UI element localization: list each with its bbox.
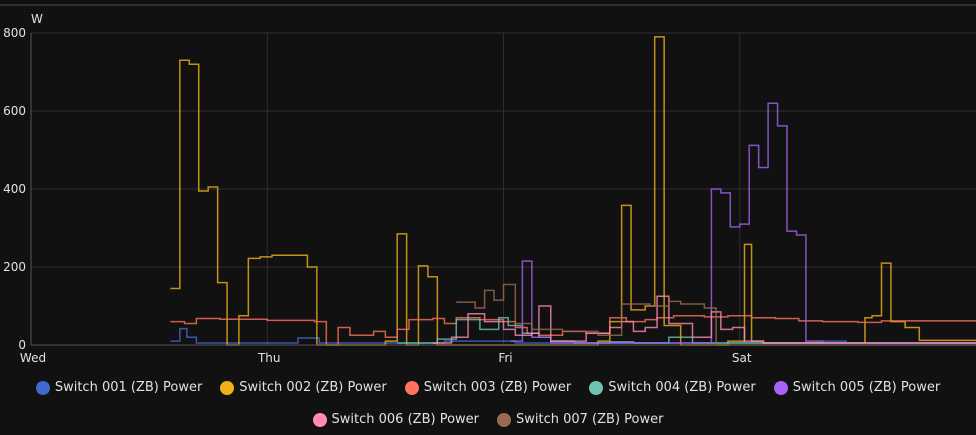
legend-item[interactable]: Switch 001 (ZB) Power <box>35 380 203 395</box>
y-axis-unit: W <box>31 12 43 26</box>
legend-swatch <box>404 380 419 395</box>
legend-item[interactable]: Switch 005 (ZB) Power <box>773 380 941 395</box>
legend-swatch <box>220 380 235 395</box>
legend-swatch <box>35 380 50 395</box>
series-line-7 <box>456 283 976 346</box>
legend-item[interactable]: Switch 006 (ZB) Power <box>312 412 479 427</box>
x-tick-label: Sat <box>732 351 752 365</box>
x-tick-label: Fri <box>498 351 512 365</box>
legend-label: Switch 007 (ZB) Power <box>516 412 664 427</box>
y-tick-label: 400 <box>3 182 26 196</box>
legend-item[interactable]: Switch 007 (ZB) Power <box>497 412 663 427</box>
legend-row-1: Switch 001 (ZB) Power Switch 002 (ZB) Pow… <box>0 380 976 395</box>
legend-row-2: Switch 006 (ZB) Power Switch 007 (ZB) Pow… <box>0 412 976 427</box>
legend-swatch <box>497 412 511 427</box>
legend-label: Switch 001 (ZB) Power <box>54 380 203 395</box>
history-chart[interactable]: 0 200 400 600 800 Wed Thu Fri Sat W <box>0 0 976 370</box>
x-tick-label: Wed <box>20 351 46 365</box>
legend-swatch <box>773 380 788 395</box>
series-layer <box>170 36 976 346</box>
legend-item[interactable]: Switch 004 (ZB) Power <box>589 380 756 395</box>
legend-label: Switch 004 (ZB) Power <box>608 380 756 395</box>
y-tick-label: 200 <box>3 260 26 274</box>
legend-label: Switch 005 (ZB) Power <box>792 380 941 395</box>
series-line-3 <box>170 315 976 346</box>
y-tick-label: 0 <box>18 338 26 352</box>
series-line-5 <box>510 102 976 344</box>
y-tick-label: 600 <box>3 104 26 118</box>
series-line-6 <box>432 295 976 344</box>
axes: 0 200 400 600 800 Wed Thu Fri Sat W <box>3 12 976 365</box>
legend-swatch <box>589 380 604 395</box>
legend-item[interactable]: Switch 002 (ZB) Power <box>220 380 387 395</box>
y-tick-label: 800 <box>3 26 26 40</box>
x-tick-label: Thu <box>257 351 281 365</box>
legend-label: Switch 003 (ZB) Power <box>423 380 572 395</box>
legend-swatch <box>312 412 327 427</box>
top-divider <box>0 4 976 6</box>
series-line-2 <box>170 36 976 346</box>
legend-label: Switch 002 (ZB) Power <box>239 380 387 395</box>
legend-label: Switch 006 (ZB) Power <box>331 412 479 427</box>
legend-item[interactable]: Switch 003 (ZB) Power <box>404 380 572 395</box>
